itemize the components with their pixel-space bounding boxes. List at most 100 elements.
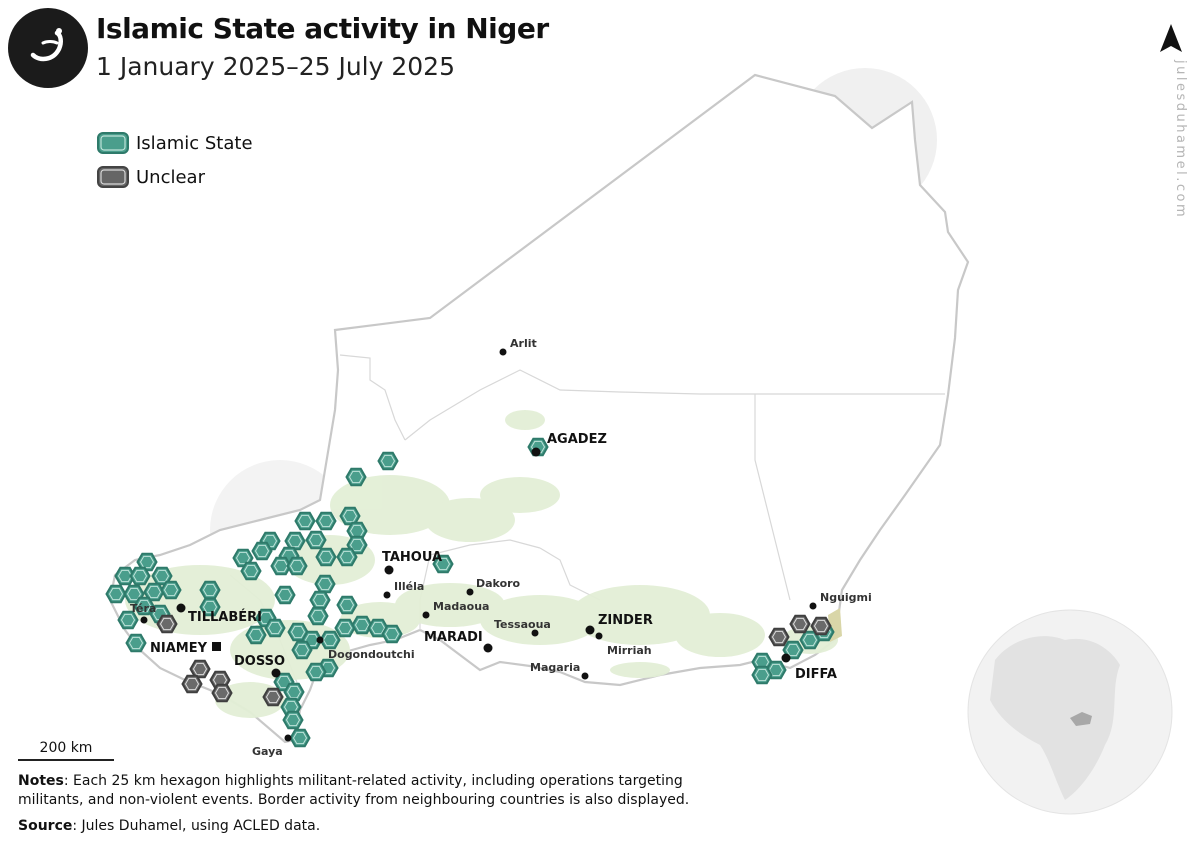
- hexagon-islamic-state-inner: [530, 440, 546, 454]
- hexagon-islamic-state-inner: [287, 534, 303, 548]
- mirriah-dot: [595, 632, 603, 640]
- hexagon-islamic-state: [282, 710, 304, 730]
- hexagon-islamic-state-inner: [785, 643, 801, 657]
- nguigmi-dot: [809, 602, 817, 610]
- dogondoutchi-label: Dogondoutchi: [328, 648, 415, 661]
- author-logo: [8, 8, 88, 88]
- source-text: : Jules Duhamel, using ACLED data.: [72, 818, 321, 834]
- hexagon-islamic-state-inner: [339, 550, 355, 564]
- hexagon-islamic-state-inner: [108, 587, 124, 601]
- hexagon-islamic-state-inner: [289, 559, 305, 573]
- hexagon-islamic-state: [432, 554, 454, 574]
- nguigmi-label: Nguigmi: [820, 591, 872, 604]
- hexagon-islamic-state-inner: [337, 621, 353, 635]
- source: Source: Jules Duhamel, using ACLED data.: [18, 818, 320, 834]
- hexagon-islamic-state-inner: [202, 600, 218, 614]
- hexagon-islamic-state: [336, 595, 358, 615]
- hexagon-islamic-state-inner: [128, 636, 144, 650]
- hexagon-islamic-state-inner: [267, 621, 283, 635]
- vegetation-areas: [125, 410, 838, 718]
- tessaoua-label: Tessaoua: [494, 618, 551, 631]
- hexagon-islamic-state: [307, 606, 329, 626]
- legend-hex-islamic-state: [97, 132, 129, 154]
- hexagon-islamic-state-inner: [285, 713, 301, 727]
- magaria-dot: [581, 672, 589, 680]
- agadez-label: AGADEZ: [547, 432, 607, 447]
- gaya-dot: [284, 734, 292, 742]
- hexagon-islamic-state: [315, 511, 337, 531]
- hexagon-unclear: [810, 616, 832, 636]
- diffa-dot: [781, 653, 791, 663]
- magaria-label: Magaria: [530, 661, 580, 674]
- tahoua-dot: [384, 565, 394, 575]
- hexagon-islamic-state: [314, 574, 336, 594]
- hexagon-islamic-state-inner: [802, 633, 818, 647]
- hexagon-unclear: [189, 659, 211, 679]
- hexagon-islamic-state: [199, 597, 221, 617]
- legend-item-islamic-state: Islamic State: [96, 126, 253, 160]
- scale-bar: 200 km: [18, 740, 114, 761]
- city-markers: Arlit AGADEZ TAHOUA Illéla Dakoro Madaou…: [130, 337, 872, 758]
- north-arrow-icon: [1160, 24, 1182, 52]
- watermark-text: julesduhamel.com: [1173, 60, 1188, 220]
- hexagon-islamic-state-inner: [132, 569, 148, 583]
- hexagon-islamic-state: [381, 624, 403, 644]
- hexagon-islamic-state: [114, 566, 136, 586]
- madaoua-label: Madaoua: [433, 600, 489, 613]
- maradi-dot: [483, 643, 493, 653]
- illela-dot: [383, 591, 391, 599]
- hexagon-islamic-state-inner: [308, 533, 324, 547]
- notes: Notes: Each 25 km hexagon highlights mil…: [18, 772, 738, 810]
- hexagon-islamic-state-inner: [348, 470, 364, 484]
- hexagon-unclear: [789, 614, 811, 634]
- hexagon-islamic-state-inner: [136, 599, 152, 613]
- hexagon-islamic-state: [309, 590, 331, 610]
- tera-dot: [140, 616, 148, 624]
- tera-label: Téra: [130, 602, 156, 615]
- hexagon-islamic-state-inner: [318, 550, 334, 564]
- hexagon-islamic-state: [291, 640, 313, 660]
- hexagon-islamic-state-inner: [339, 598, 355, 612]
- niamey-marker: [212, 642, 221, 651]
- hexagon-islamic-state: [264, 618, 286, 638]
- madaoua-dot: [422, 611, 430, 619]
- hexagon-islamic-state-inner: [754, 668, 770, 682]
- hexagon-islamic-state-inner: [202, 583, 218, 597]
- hexagon-islamic-state-inner: [117, 569, 133, 583]
- page-subtitle: 1 January 2025–25 July 2025: [96, 52, 455, 81]
- hexagon-islamic-state: [251, 541, 273, 561]
- legend: Islamic State Unclear: [96, 126, 253, 194]
- arlit-dot: [499, 348, 507, 356]
- hexagon-islamic-state: [129, 566, 151, 586]
- hexagon-unclear-inner: [214, 686, 230, 700]
- hexagon-islamic-state-inner: [308, 665, 324, 679]
- hexagon-islamic-state: [351, 615, 373, 635]
- hexagon-unclear-inner: [813, 619, 829, 633]
- hexagon-islamic-state-inner: [370, 621, 386, 635]
- hexagon-islamic-state-inner: [349, 538, 365, 552]
- hexagon-islamic-state-inner: [312, 593, 328, 607]
- arlit-label: Arlit: [510, 337, 537, 350]
- notes-label: Notes: [18, 773, 64, 789]
- notes-text: : Each 25 km hexagon highlights militant…: [18, 773, 690, 808]
- dakoro-label: Dakoro: [476, 577, 521, 590]
- hexagon-islamic-state: [143, 582, 165, 602]
- hexagon-islamic-state-inner: [139, 555, 155, 569]
- hexagon-unclear-inner: [265, 690, 281, 704]
- hexagon-islamic-state: [345, 467, 367, 487]
- hexagon-unclear-inner: [159, 617, 175, 631]
- hexagon-islamic-state-inner: [294, 643, 310, 657]
- hexagon-islamic-state-inner: [318, 514, 334, 528]
- hexagon-islamic-state: [294, 511, 316, 531]
- agadez-dot: [531, 447, 541, 457]
- dogondoutchi-dot: [316, 636, 324, 644]
- hexagon-islamic-state-inner: [146, 585, 162, 599]
- hexagon-islamic-state-inner: [354, 618, 370, 632]
- logo-j-icon: [30, 28, 63, 62]
- legend-label-unclear: Unclear: [136, 166, 205, 188]
- hexagon-islamic-state-inner: [384, 627, 400, 641]
- dosso-label: DOSSO: [234, 654, 285, 669]
- hexagon-unclear-inner: [184, 677, 200, 691]
- hexagon-islamic-state-inner: [292, 731, 308, 745]
- hexagon-islamic-state: [240, 561, 262, 581]
